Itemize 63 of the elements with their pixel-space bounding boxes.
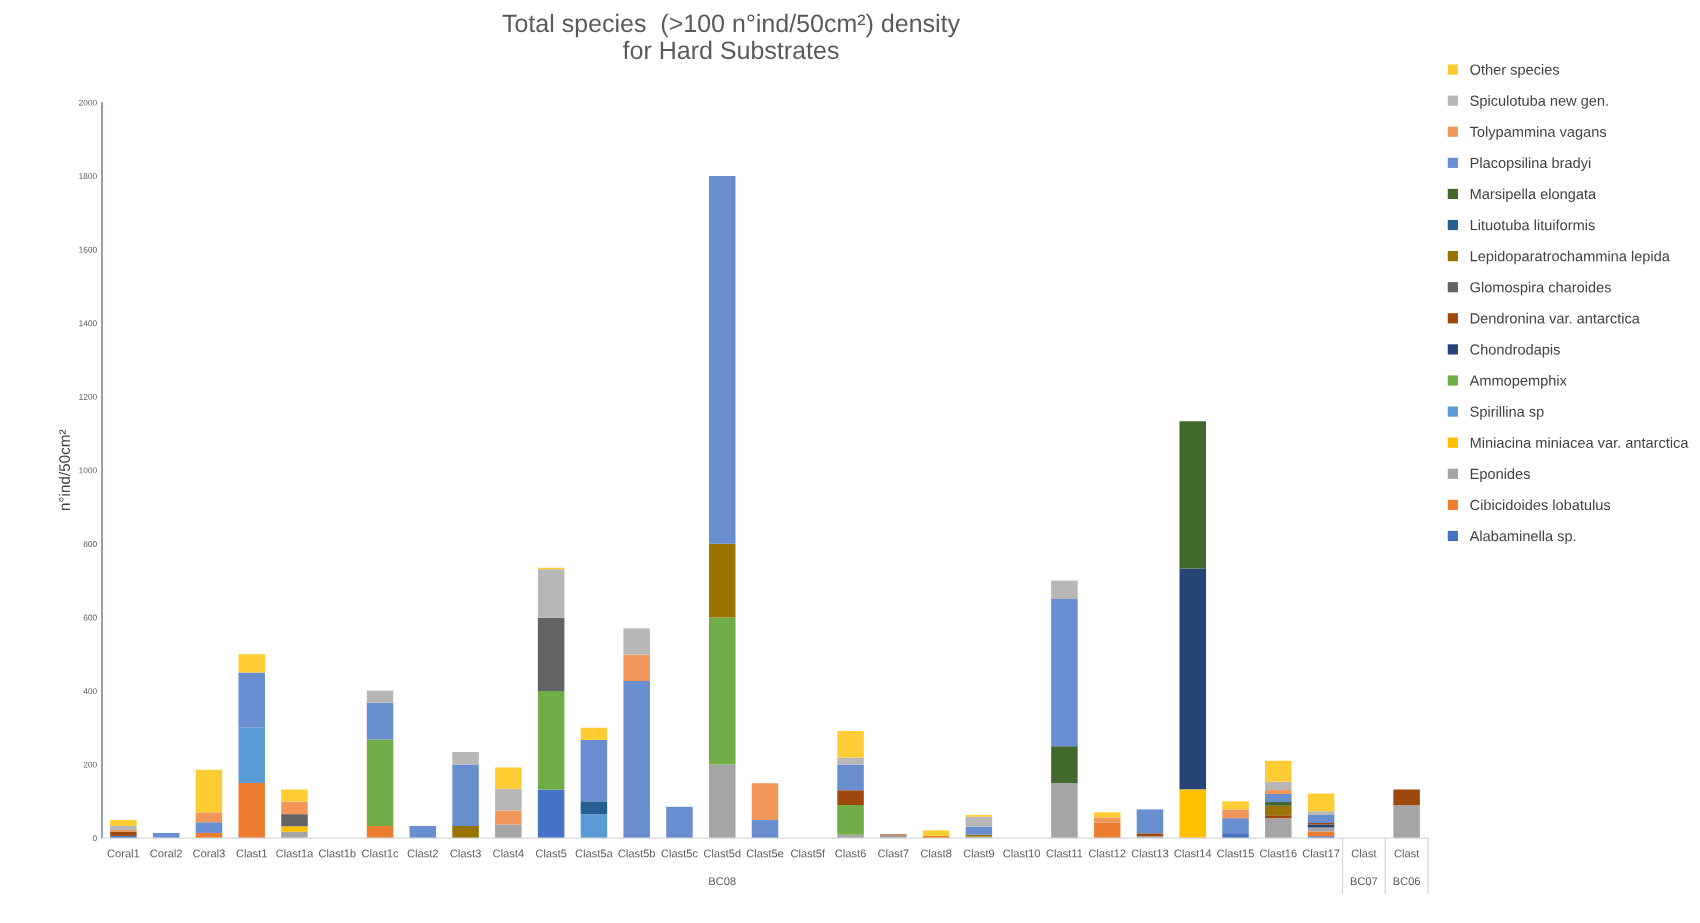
legend-label: Placopsilina bradyi — [1470, 157, 1591, 171]
x-tick-label: Clast3 — [450, 849, 481, 858]
x-tick-label: Clast6 — [835, 849, 866, 858]
x-tick-label: Clast13 — [1131, 849, 1169, 858]
x-tick-label: Clast4 — [493, 849, 524, 858]
y-tick-label: 1000 — [79, 467, 97, 474]
x-tick-label: Clast5a — [575, 849, 613, 858]
x-tick-label: Clast12 — [1088, 849, 1126, 858]
x-tick-label: Clast17 — [1302, 849, 1340, 858]
x-tick-label: Clast5d — [703, 849, 741, 858]
legend-label: Spiculotuba new gen. — [1470, 95, 1608, 109]
x-tick-label: Clast5c — [661, 849, 698, 858]
x-tick-label: Coral2 — [150, 849, 182, 858]
x-tick-label: Clast16 — [1260, 849, 1297, 858]
legend-label: Alabaminella sp. — [1469, 530, 1576, 545]
x-tick-label: Clast — [1351, 849, 1377, 858]
x-tick-label: Clast5b — [618, 849, 656, 858]
x-tick-label: Clast14 — [1174, 849, 1212, 858]
x-tick-label: Coral3 — [193, 849, 225, 858]
x-tick-label: Clast5e — [746, 849, 784, 858]
y-axis-title: n°ind/50cm² — [58, 429, 71, 511]
y-tick-label: 400 — [83, 688, 97, 695]
x-tick-label: Clast11 — [1046, 849, 1083, 858]
legend-label: Ammopemphix — [1469, 375, 1567, 389]
x-tick-label: Clast1a — [276, 849, 314, 858]
legend-label: Tolypammina vagans — [1469, 126, 1607, 140]
y-tick-label: 0 — [92, 835, 97, 842]
chart-title: Total species (>100 n°ind/50cm²) density for Hard Substrates — [502, 13, 961, 60]
legend-label: Lituotuba lituiformis — [1470, 219, 1595, 231]
x-tick-label: Clast8 — [920, 849, 952, 858]
legend-label: Chondrodapis — [1470, 343, 1560, 358]
legend-label: Marsipella elongata — [1470, 188, 1597, 203]
x-tick-label: Clast5 — [535, 849, 567, 858]
y-tick-label: 1800 — [79, 173, 97, 180]
legend-label: Cibicidoides lobatulus — [1470, 499, 1611, 511]
legend-label: Miniacina miniacea var. antarctica — [1470, 437, 1689, 448]
y-tick-label: 200 — [83, 761, 97, 768]
y-tick-label: 800 — [83, 541, 97, 547]
y-tick-label: 1400 — [79, 320, 97, 327]
x-tick-label: Clast1c — [362, 849, 399, 858]
x-tick-label: Clast1b — [318, 849, 356, 858]
legend-label: Glomospira charoides — [1470, 281, 1611, 296]
y-tick-label: 1600 — [79, 246, 97, 253]
x-tick-label: Coral1 — [107, 849, 140, 858]
legend-label: Lepidoparatrochammina lepida — [1470, 250, 1670, 265]
y-tick-label: 1200 — [79, 393, 97, 400]
x-tick-label: Clast9 — [963, 849, 995, 858]
x-tick-label: Clast15 — [1217, 849, 1254, 858]
y-tick-label: 2000 — [79, 99, 97, 106]
x-tick-label: Clast1 — [236, 849, 267, 858]
text: BC08 — [709, 877, 736, 886]
y-tick-label: 600 — [83, 614, 97, 621]
x-tick-label: Clast7 — [878, 849, 909, 858]
legend-label: Dendronina var. antarctica — [1470, 312, 1640, 324]
legend-label: Other species — [1470, 64, 1560, 78]
x-tick-label: Clast10 — [1003, 849, 1041, 858]
legend-label: Eponides — [1470, 468, 1530, 482]
x-tick-label: Clast2 — [407, 849, 438, 858]
text: BC06 — [1393, 877, 1421, 886]
legend-label: Spirillina sp — [1470, 406, 1544, 420]
x-tick-label: Clast — [1394, 849, 1420, 858]
text: BC07 — [1350, 877, 1378, 886]
x-tick-label: Clast5f — [791, 849, 826, 858]
